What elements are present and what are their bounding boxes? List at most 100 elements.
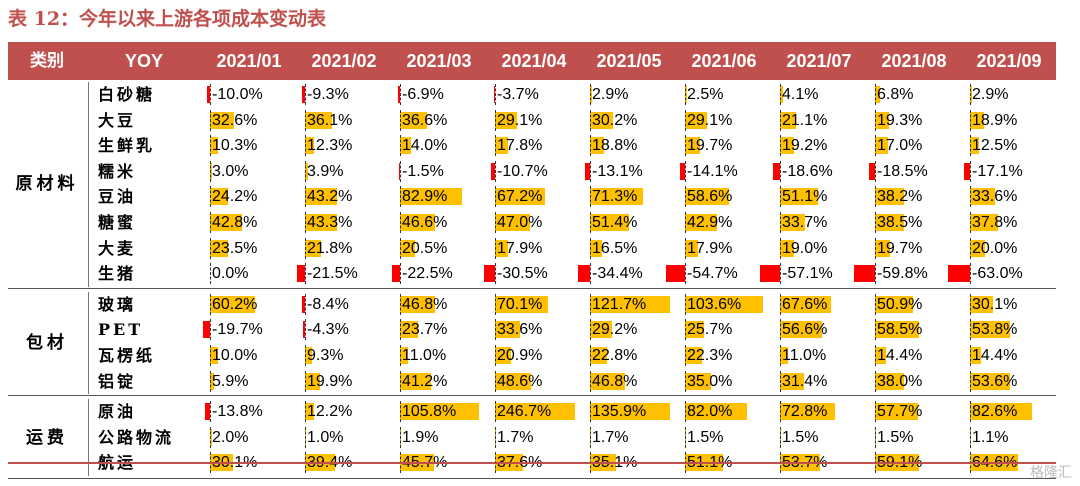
positive-data-bar <box>495 111 517 129</box>
cell-value: 82.6% <box>972 403 1018 421</box>
cell-value: -18.5% <box>877 162 928 180</box>
cell-value: -21.5% <box>307 265 358 283</box>
data-cell: 46.8% <box>582 369 677 394</box>
data-cell: 20.9% <box>487 343 582 368</box>
cell-value: 6.8% <box>877 86 914 103</box>
positive-data-bar <box>400 188 463 206</box>
positive-data-bar <box>970 137 980 155</box>
zero-axis-line <box>875 293 876 315</box>
category-label: 包材 <box>26 333 68 353</box>
header-month: 2021/07 <box>786 51 852 71</box>
cell-value: 5.9% <box>212 372 249 390</box>
zero-axis-line <box>590 109 591 131</box>
cell-value: -10.7% <box>497 162 548 180</box>
cell-value: 36.6% <box>402 111 448 129</box>
positive-data-bar <box>875 86 881 103</box>
cell-value: 103.6% <box>687 295 742 313</box>
cell-value: 35.0% <box>687 372 733 390</box>
zero-axis-line <box>970 135 971 157</box>
header-month: 2021/02 <box>311 51 377 71</box>
cell-value: 42.9% <box>687 214 733 231</box>
data-cell: 71.3% <box>582 184 677 209</box>
cell-value: 1.5% <box>782 428 819 446</box>
data-cell: -18.6% <box>772 159 867 184</box>
cell-value: 22.8% <box>592 347 638 364</box>
data-cell: -10.7% <box>487 159 582 184</box>
negative-data-bar <box>203 321 210 339</box>
cell-value: 58.5% <box>877 321 923 339</box>
zero-axis-line <box>305 237 306 259</box>
cell-value: 72.8% <box>782 403 828 421</box>
data-cell: 30.1% <box>962 292 1057 317</box>
positive-data-bar <box>400 214 435 231</box>
row-item-label: 大豆 <box>98 110 137 130</box>
watermark: 格隆汇 <box>1030 464 1072 480</box>
data-cell: -54.7% <box>665 261 772 286</box>
zero-axis-line <box>495 370 496 392</box>
zero-axis-line <box>875 109 876 131</box>
data-cell: 43.3% <box>297 210 392 235</box>
zero-axis-line <box>305 319 306 341</box>
data-cell: 4.1% <box>772 82 867 107</box>
zero-axis-line <box>400 370 401 392</box>
zero-axis-line <box>590 135 591 157</box>
positive-data-bar <box>495 372 532 390</box>
zero-axis-line <box>970 401 971 423</box>
positive-data-bar <box>495 214 531 231</box>
data-cell: 51.4% <box>582 210 677 235</box>
zero-axis-line <box>210 84 211 105</box>
data-cell: 19.9% <box>297 369 392 394</box>
cell-value: 3.0% <box>212 162 249 180</box>
data-cell: 1.9% <box>392 425 487 450</box>
data-cell: 53.6% <box>962 369 1057 394</box>
zero-axis-line <box>780 109 781 131</box>
data-cell: 36.6% <box>392 108 487 133</box>
negative-data-bar <box>585 162 590 180</box>
data-cell: 57.7% <box>867 399 962 424</box>
cell-value: 30.1% <box>972 295 1018 313</box>
positive-data-bar <box>685 403 747 421</box>
positive-data-bar <box>590 239 603 257</box>
data-cell: 19.7% <box>867 236 962 261</box>
zero-axis-line <box>495 84 496 105</box>
data-cell: 11.0% <box>392 343 487 368</box>
positive-data-bar <box>780 321 823 339</box>
cell-value: 42.8% <box>212 214 258 231</box>
data-cell: -13.8% <box>202 399 297 424</box>
data-cell: 2.9% <box>582 82 677 107</box>
data-cell: 0.0% <box>202 261 297 286</box>
positive-data-bar <box>400 347 409 364</box>
data-cell: 10.0% <box>202 343 297 368</box>
positive-data-bar <box>875 111 890 129</box>
cell-value: 33.7% <box>782 214 828 231</box>
zero-axis-line <box>970 370 971 392</box>
zero-axis-line <box>210 293 211 315</box>
cell-value: 71.3% <box>592 188 638 206</box>
data-cell: 18.8% <box>582 133 677 158</box>
row-item-label: 糖蜜 <box>98 213 137 232</box>
zero-axis-line <box>685 370 686 392</box>
zero-axis-line <box>495 426 496 448</box>
data-cell: -14.1% <box>677 159 772 184</box>
positive-data-bar <box>970 239 985 257</box>
header-category: 类别 <box>30 51 64 71</box>
zero-axis-line <box>495 186 496 208</box>
positive-data-bar <box>400 137 411 155</box>
cell-value: 1.1% <box>972 428 1009 446</box>
positive-data-bar <box>305 239 322 257</box>
cell-value: 22.3% <box>687 347 733 364</box>
data-cell: 1.1% <box>962 425 1057 450</box>
cell-value: 57.7% <box>877 403 923 421</box>
data-cell: 29.2% <box>582 317 677 342</box>
cell-value: 58.6% <box>687 188 733 206</box>
zero-axis-line <box>210 160 211 182</box>
zero-axis-line <box>685 237 686 259</box>
data-cell: -10.0% <box>202 82 297 107</box>
cell-value: 29.2% <box>592 321 638 339</box>
data-cell: -6.9% <box>392 82 487 107</box>
data-cell: 47.0% <box>487 210 582 235</box>
zero-axis-line <box>400 109 401 131</box>
cell-value: 56.6% <box>782 321 828 339</box>
zero-axis-line <box>780 237 781 259</box>
data-cell: 3.0% <box>202 159 297 184</box>
